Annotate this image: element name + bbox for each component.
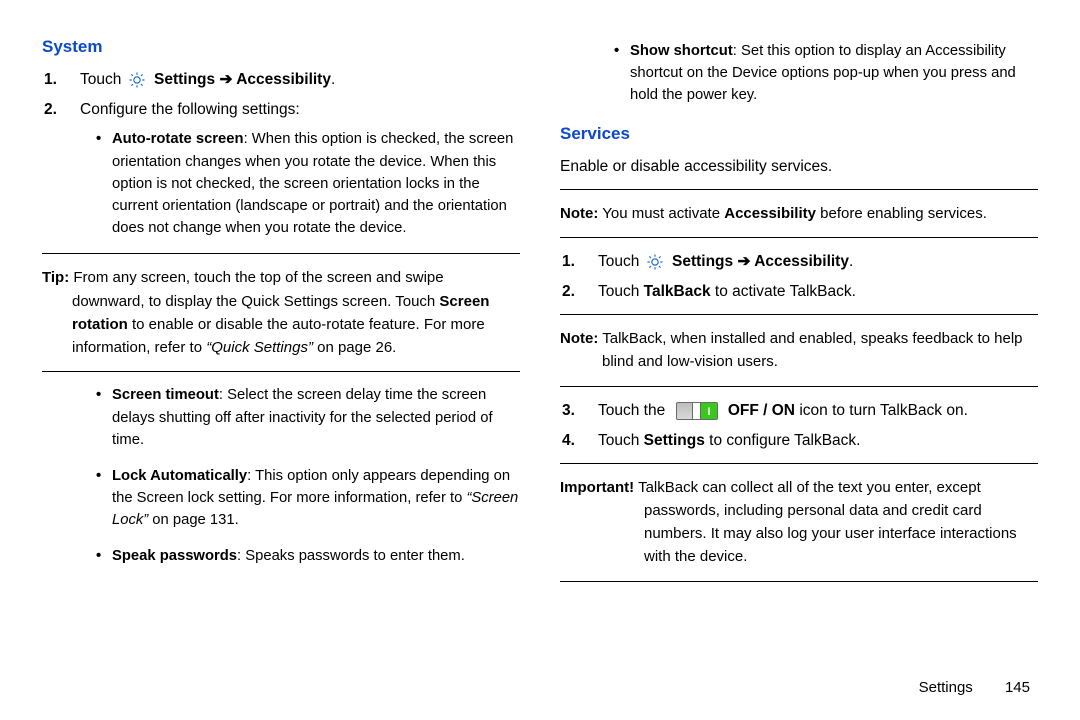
- s3a: Touch the: [598, 402, 670, 419]
- s1-touch: Touch: [598, 253, 639, 270]
- toggle-icon: I: [676, 402, 718, 420]
- step-1: 1. Touch Settings Accessibility.: [62, 68, 520, 92]
- rule: [42, 253, 520, 254]
- s2c: to activate TalkBack.: [711, 283, 856, 300]
- rule: [560, 581, 1038, 582]
- arrow-icon: [219, 71, 236, 88]
- bullet-autorotate: Auto-rotate screen: When this option is …: [80, 128, 520, 239]
- s3b: OFF / ON: [728, 402, 795, 419]
- note1-lead: Note:: [560, 205, 598, 222]
- step1-settings: Settings: [154, 71, 215, 88]
- right-column: Show shortcut: Set this option to displa…: [560, 34, 1038, 690]
- note1-c: before enabling services.: [816, 205, 987, 222]
- s2a: Touch: [598, 283, 644, 300]
- speak-pw-label: Speak passwords: [112, 548, 237, 564]
- screen-timeout-label: Screen timeout: [112, 387, 219, 403]
- rule: [560, 189, 1038, 190]
- note1-a: You must activate: [598, 205, 724, 222]
- heading-services: Services: [560, 121, 1038, 147]
- tip-lead: Tip:: [42, 269, 69, 286]
- svc-step-4: 4. Touch Settings to configure TalkBack.: [580, 429, 1038, 453]
- speak-pw-text: : Speaks passwords to enter them.: [237, 548, 465, 564]
- heading-system: System: [42, 34, 520, 60]
- note2-lead: Note:: [560, 330, 598, 347]
- s1-accessibility: Accessibility: [754, 253, 849, 270]
- tip-text3: on page 26.: [317, 339, 396, 356]
- step1-touch: Touch: [80, 71, 121, 88]
- page-footer: Settings 145: [919, 679, 1030, 696]
- arrow-icon: [737, 253, 754, 270]
- s4b: Settings: [644, 432, 705, 449]
- s3c: icon to turn TalkBack on.: [795, 402, 968, 419]
- note2-text: TalkBack, when installed and enabled, sp…: [598, 330, 1022, 370]
- right-bullets-top: Show shortcut: Set this option to displa…: [560, 40, 1038, 107]
- services-intro: Enable or disable accessibility services…: [560, 155, 1038, 179]
- step-2: 2. Configure the following settings: Aut…: [62, 98, 520, 239]
- svc-step-3: 3. Touch the I OFF / ON icon to turn Tal…: [580, 399, 1038, 423]
- left-column: System 1. Touch Settings Accessibility. …: [42, 34, 520, 690]
- tip-box: Tip: From any screen, touch the top of t…: [42, 266, 520, 359]
- note-2: Note: TalkBack, when installed and enabl…: [560, 327, 1038, 374]
- s1-settings: Settings: [672, 253, 733, 270]
- gear-icon: [128, 71, 146, 89]
- s4a: Touch: [598, 432, 644, 449]
- rule: [560, 463, 1038, 464]
- system-steps: 1. Touch Settings Accessibility. 2. Conf…: [42, 68, 520, 239]
- bullet-speak-passwords: Speak passwords: Speaks passwords to ent…: [80, 545, 520, 567]
- note-1: Note: You must activate Accessibility be…: [560, 202, 1038, 225]
- svc-step-2: 2. Touch TalkBack to activate TalkBack.: [580, 280, 1038, 304]
- rule: [560, 237, 1038, 238]
- important-box: Important! TalkBack can collect all of t…: [560, 476, 1038, 569]
- step1-accessibility: Accessibility: [236, 71, 331, 88]
- rule: [560, 386, 1038, 387]
- rule: [560, 314, 1038, 315]
- lock-auto-pg: on page 131.: [148, 512, 239, 528]
- lock-auto-label: Lock Automatically: [112, 468, 247, 484]
- gear-icon: [646, 253, 664, 271]
- bullet-screen-timeout: Screen timeout: Select the screen delay …: [80, 384, 520, 451]
- step2-text: Configure the following settings:: [80, 101, 300, 118]
- footer-section: Settings: [919, 679, 973, 696]
- services-steps-b: 3. Touch the I OFF / ON icon to turn Tal…: [560, 399, 1038, 453]
- note1-b: Accessibility: [724, 205, 816, 222]
- tip-text1: From any screen, touch the top of the sc…: [72, 269, 444, 309]
- rule: [42, 371, 520, 372]
- show-shortcut-label: Show shortcut: [630, 43, 733, 59]
- tip-ref: “Quick Settings”: [206, 339, 313, 356]
- footer-page: 145: [1005, 679, 1030, 696]
- services-steps-a: 1. Touch Settings Accessibility. 2. Touc…: [560, 250, 1038, 304]
- svc-step-1: 1. Touch Settings Accessibility.: [580, 250, 1038, 274]
- bullet-show-shortcut: Show shortcut: Set this option to displa…: [598, 40, 1038, 107]
- bullet-lock-auto: Lock Automatically: This option only app…: [80, 465, 520, 532]
- system-bullets-2: Screen timeout: Select the screen delay …: [42, 384, 520, 567]
- manual-page: System 1. Touch Settings Accessibility. …: [0, 0, 1080, 720]
- s2b: TalkBack: [644, 283, 711, 300]
- s4c: to configure TalkBack.: [705, 432, 861, 449]
- autorotate-label: Auto-rotate screen: [112, 131, 244, 147]
- imp-text: TalkBack can collect all of the text you…: [634, 479, 1017, 566]
- imp-lead: Important!: [560, 479, 634, 496]
